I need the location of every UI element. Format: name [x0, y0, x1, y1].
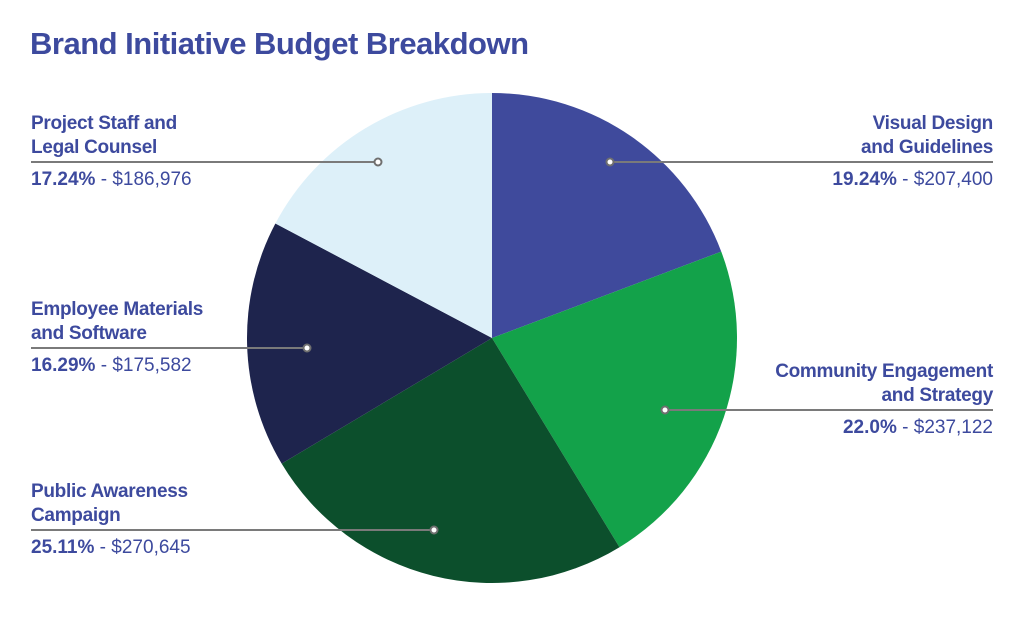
slice-name: Project Staff and [31, 113, 177, 134]
slice-percent: 16.29% [31, 355, 96, 376]
slice-value: 19.24% - $207,400 [832, 168, 993, 192]
pie-slice [246, 223, 492, 464]
leader-dot [302, 343, 312, 353]
separator: - [94, 537, 112, 558]
chart-title: Brand Initiative Budget Breakdown [30, 26, 529, 61]
separator: - [95, 355, 113, 376]
leader-dot [429, 525, 439, 535]
slice-value: 25.11% - $270,645 [31, 536, 191, 560]
slice-value: 17.24% - $186,976 [31, 168, 192, 192]
slice-percent: 22.0% [842, 417, 897, 438]
separator: - [896, 169, 914, 190]
slice-value: 22.0% - $237,122 [775, 416, 993, 440]
slice-value: 16.29% - $175,582 [31, 354, 203, 378]
slice-name: Public Awareness [31, 481, 188, 502]
pie-slice [281, 338, 620, 583]
slice-amount: $207,400 [913, 169, 993, 190]
slice-name: and Strategy [881, 385, 994, 406]
slice-name: and Software [31, 323, 147, 344]
slice-name: Employee Materials [31, 299, 204, 320]
separator: - [896, 417, 914, 438]
slice-name: Community Engagement [775, 361, 993, 382]
slice-name: Campaign [31, 505, 121, 526]
slice-label: Visual Design and Guidelines 19.24% - $207… [832, 112, 993, 192]
slice-percent: 19.24% [832, 169, 897, 190]
slice-name: and Guidelines [861, 137, 993, 158]
leader-dot [605, 157, 615, 167]
slice-label: Project Staff and Legal Counsel 17.24% - $… [31, 112, 192, 192]
slice-label: Public Awareness Campaign 25.11% - $270,64… [31, 480, 191, 560]
pie-slice [492, 251, 738, 548]
slice-name: Legal Counsel [31, 137, 157, 158]
slice-amount: $175,582 [112, 355, 192, 376]
leader-dot [660, 405, 670, 415]
slice-amount: $237,122 [913, 417, 993, 438]
pie-slice [275, 93, 492, 338]
separator: - [95, 169, 113, 190]
slice-percent: 25.11% [31, 537, 95, 558]
slice-amount: $186,976 [112, 169, 192, 190]
pie-slice [492, 93, 722, 338]
slice-name: Visual Design [872, 113, 994, 134]
slice-amount: $270,645 [111, 537, 191, 558]
slice-label: Employee Materials and Software 16.29% - $… [31, 298, 203, 378]
slice-percent: 17.24% [31, 169, 96, 190]
slice-label: Community Engagement and Strategy 22.0% - … [775, 360, 993, 440]
leader-dot [373, 157, 383, 167]
